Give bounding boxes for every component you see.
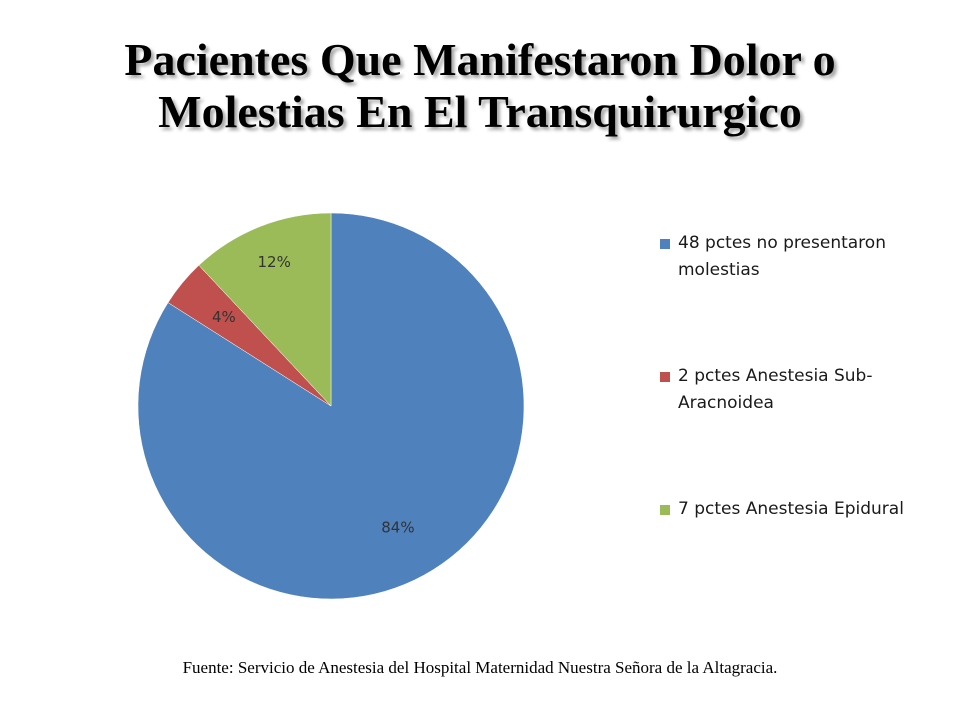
legend-item-sub-aracnoidea: 2 pctes Anestesia Sub-Aracnoidea (660, 363, 950, 417)
legend-item-epidural: 7 pctes Anestesia Epidural (660, 496, 950, 523)
legend-swatch-sub-aracnoidea (660, 372, 670, 382)
chart-legend: 48 pctes no presentaron molestias 2 pcte… (660, 230, 950, 523)
legend-swatch-no-molestias (660, 239, 670, 249)
pie-slice-epidural (198, 212, 332, 407)
legend-label-sub-aracnoidea: 2 pctes Anestesia Sub-Aracnoidea (678, 366, 873, 413)
chart-title-line-1: Pacientes Que Manifestaron Dolor o (124, 34, 836, 85)
chart-title-line-2: Molestias En El Transquirurgico (158, 86, 802, 137)
legend-swatch-epidural (660, 505, 670, 515)
legend-item-no-molestias: 48 pctes no presentaron molestias (660, 230, 950, 284)
data-label-no-molestias: 84% (381, 518, 414, 536)
legend-label-epidural: 7 pctes Anestesia Epidural (678, 499, 904, 519)
chart-title: Pacientes Que Manifestaron Dolor o Moles… (0, 34, 960, 138)
source-note: Fuente: Servicio de Anestesia del Hospit… (182, 658, 778, 677)
data-label-epidural: 12% (257, 253, 290, 271)
data-label-sub-aracnoidea: 4% (212, 308, 236, 326)
legend-label-no-molestias: 48 pctes no presentaron molestias (678, 233, 886, 280)
